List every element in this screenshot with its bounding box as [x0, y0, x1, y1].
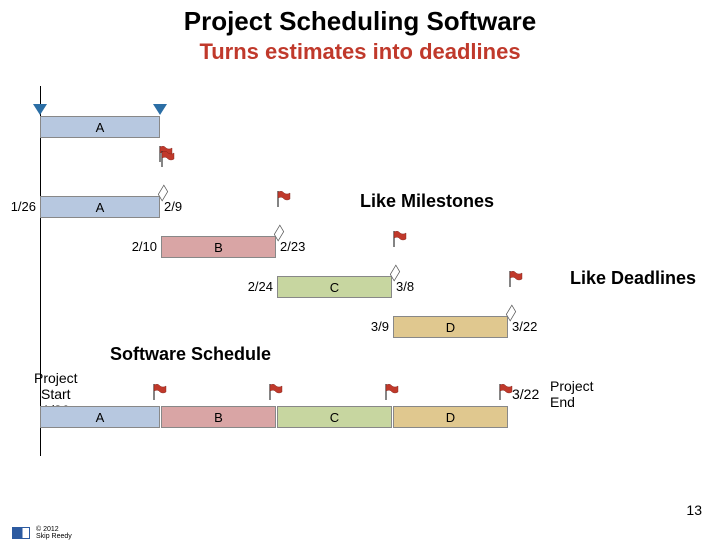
bar-start-C: 2/24 — [248, 279, 277, 294]
bar-start-D: 3/9 — [371, 319, 393, 334]
end-marker-icon — [153, 104, 167, 115]
flag-inline-2 — [276, 191, 292, 207]
milestones-label: Like Milestones — [360, 191, 494, 212]
milestone-diamond-2 — [390, 266, 400, 280]
footer: © 2012 Skip Reedy — [12, 526, 72, 540]
bar-B: B — [161, 236, 276, 258]
bar-LD: D — [393, 406, 508, 428]
start-marker-icon — [33, 104, 47, 115]
gantt-chart: AA1/262/9B2/102/23C2/243/8D3/93/22 Like … — [40, 86, 700, 456]
deadlines-label: Like Deadlines — [570, 268, 696, 289]
copyright-text: © 2012 Skip Reedy — [36, 526, 72, 540]
bar-end-D: 3/22 — [508, 319, 537, 334]
bar-LC: C — [277, 406, 392, 428]
bar-A2: A — [40, 196, 160, 218]
milestone-diamond-3 — [506, 306, 516, 320]
flag-inline-3 — [392, 231, 408, 247]
project-end-label: Project End — [550, 378, 594, 410]
flag-lower-2 — [384, 384, 400, 400]
bar-LA: A — [40, 406, 160, 428]
page-number: 13 — [686, 502, 702, 518]
bar-start-B: 2/10 — [132, 239, 161, 254]
flag-inline-1 — [160, 151, 176, 167]
bar-LB: B — [161, 406, 276, 428]
flag-inline-4 — [508, 271, 524, 287]
bar-C: C — [277, 276, 392, 298]
software-schedule-label: Software Schedule — [110, 344, 271, 365]
bar-D: D — [393, 316, 508, 338]
flag-lower-0 — [152, 384, 168, 400]
bar-end-B: 2/23 — [276, 239, 305, 254]
project-end-date: 3/22 — [512, 386, 539, 402]
milestone-diamond-1 — [274, 226, 284, 240]
flag-lower-3 — [498, 384, 514, 400]
logo-icon — [12, 527, 30, 539]
page-subtitle: Turns estimates into deadlines — [0, 39, 720, 65]
bar-start-A2: 1/26 — [11, 199, 40, 214]
page-title: Project Scheduling Software — [0, 6, 720, 37]
flag-lower-1 — [268, 384, 284, 400]
bar-end-C: 3/8 — [392, 279, 414, 294]
milestone-diamond-0 — [158, 186, 168, 200]
bar-end-A2: 2/9 — [160, 199, 182, 214]
bar-A1: A — [40, 116, 160, 138]
